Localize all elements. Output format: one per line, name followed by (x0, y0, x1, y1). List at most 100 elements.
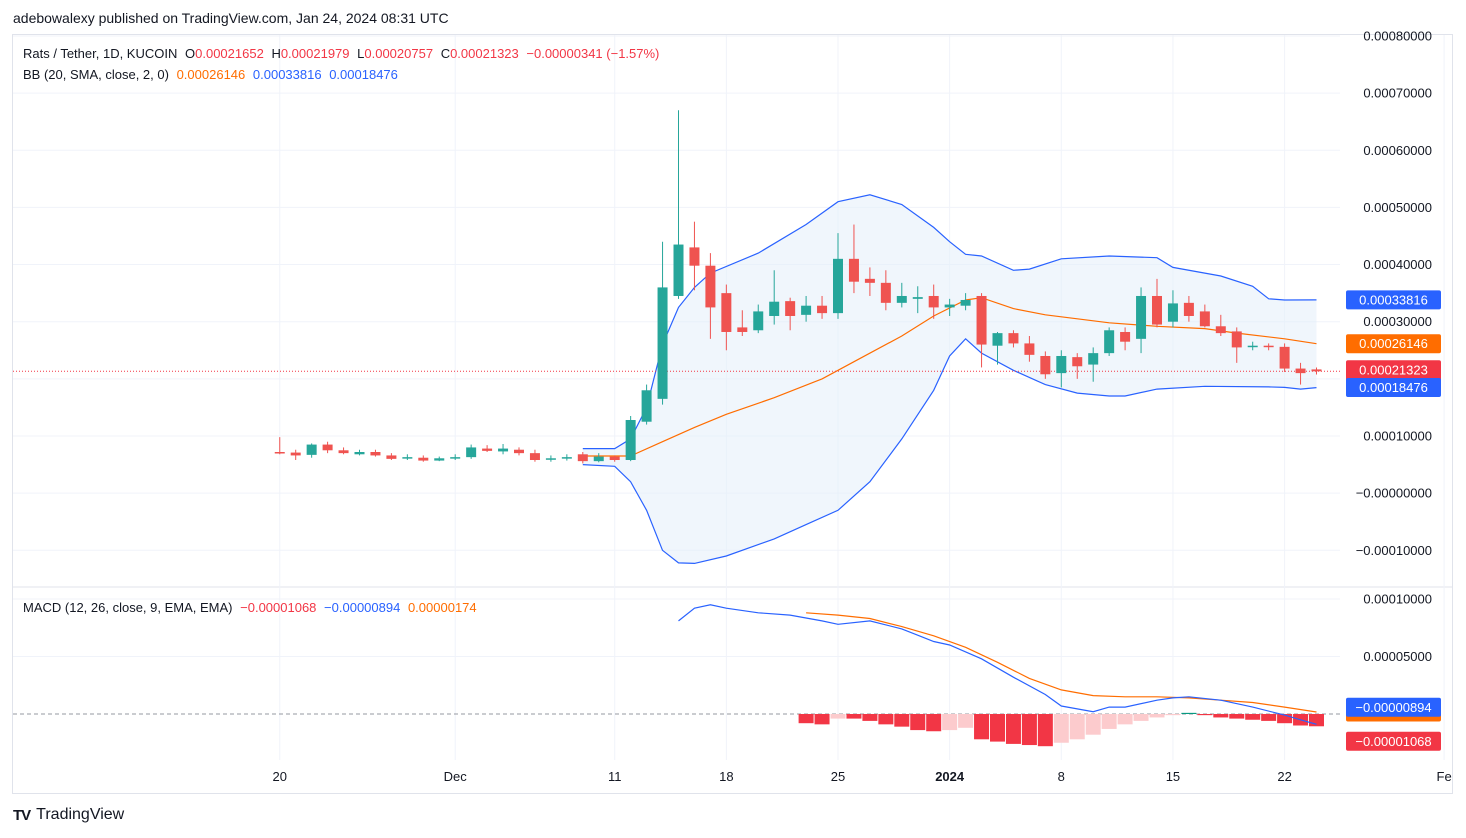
macd-signal-value: 0.00000174 (407, 600, 477, 615)
candle-body (1263, 345, 1274, 348)
close-label: C (440, 46, 451, 61)
candle-body (1152, 295, 1162, 325)
candle-body (386, 455, 397, 459)
x-tick-label: 22 (1277, 769, 1291, 784)
candle-body (1231, 331, 1242, 348)
x-tick-label: 15 (1166, 769, 1180, 784)
candle-body (322, 444, 333, 451)
price-axis-tag: 0.00033816 (1359, 292, 1428, 307)
price-axis-tag: 0.00021323 (1359, 362, 1428, 377)
macd-histogram-bar (1037, 714, 1053, 747)
macd-histogram-bar (958, 714, 974, 728)
macd-y-tick-label: 0.00010000 (1363, 592, 1432, 607)
symbol-legend[interactable]: Rats / Tether, 1D, KUCOIN O0.00021652 H0… (23, 46, 663, 61)
macd-line-value: −0.00000894 (324, 600, 401, 615)
macd-histogram-bar (798, 714, 814, 724)
y-tick-label: 0.00040000 (1363, 257, 1432, 272)
tradingview-logo-icon: TV (13, 806, 31, 824)
bb-upper-line (582, 194, 1317, 450)
macd-histogram-bar (862, 714, 878, 721)
price-axis-tag: 0.00018476 (1359, 380, 1428, 395)
macd-histogram-bar (1261, 714, 1277, 721)
y-tick-label: 0.00010000 (1363, 429, 1432, 444)
candle-body (848, 258, 859, 282)
x-tick-label: 11 (608, 769, 622, 784)
candle-body (1040, 355, 1051, 375)
macd-histogram-bar (1165, 714, 1181, 716)
symbol-title[interactable]: Rats / Tether, 1D, KUCOIN (23, 46, 178, 61)
macd-histogram-bar (926, 714, 942, 732)
macd-histogram-bar (1213, 714, 1229, 718)
bb-title[interactable]: BB (20, SMA, close, 2, 0) (23, 67, 169, 82)
high-label: H (271, 46, 281, 61)
candle-body (1295, 368, 1306, 374)
candle-body (960, 299, 971, 306)
candle-body (561, 457, 572, 459)
candle-body (1088, 353, 1099, 365)
low-value: 0.00020757 (364, 46, 434, 61)
price-axis-tag-bg (1346, 378, 1441, 398)
publisher-info: adebowalexy published on TradingView.com… (13, 10, 449, 26)
candle-body (1199, 311, 1210, 327)
macd-histogram-bar (1101, 714, 1117, 729)
candle-body (769, 301, 780, 316)
macd-line (678, 604, 1317, 725)
candle-body (1136, 295, 1147, 339)
candle-body (1247, 345, 1258, 348)
y-tick-label: 0.00060000 (1363, 143, 1432, 158)
bb-legend[interactable]: BB (20, SMA, close, 2, 0) 0.00026146 0.0… (23, 67, 402, 82)
candle-body (514, 449, 524, 454)
macd-histogram-bar (974, 714, 990, 740)
candle-body (609, 456, 620, 461)
macd-histogram-bar (814, 714, 830, 725)
candle-body (529, 453, 540, 461)
macd-histogram-bar (1085, 714, 1101, 735)
candle-body (1311, 369, 1322, 372)
y-tick-label: 0.00080000 (1363, 28, 1432, 43)
candle-body (450, 457, 461, 459)
macd-axis-tag: −0.00000894 (1355, 700, 1431, 715)
candle-body (577, 454, 588, 462)
candle-body (1072, 357, 1083, 367)
tradingview-footer[interactable]: TV TradingView (13, 806, 124, 824)
candle-body (418, 457, 429, 461)
macd-signal-line (806, 612, 1317, 713)
macd-title[interactable]: MACD (12, 26, close, 9, EMA, EMA) (23, 600, 233, 615)
x-tick-label: Fe (1437, 769, 1452, 784)
macd-legend[interactable]: MACD (12, 26, close, 9, EMA, EMA) −0.000… (23, 600, 481, 615)
macd-histogram-bar (1181, 712, 1197, 714)
x-tick-label: Dec (444, 769, 468, 784)
macd-histogram-bar (1309, 714, 1324, 727)
macd-histogram-bar (1277, 714, 1293, 724)
macd-histogram-bar (1069, 714, 1085, 740)
candle-body (641, 390, 652, 422)
candle-body (370, 452, 381, 456)
candle-body (657, 287, 668, 399)
macd-axis-tag: −0.00001068 (1355, 734, 1431, 749)
y-tick-label: −0.00000000 (1356, 486, 1432, 501)
candle-body (466, 447, 477, 458)
candle-body (801, 305, 812, 315)
candle-body (721, 293, 732, 332)
macd-axis-tag-bg (1346, 697, 1441, 717)
candle-body (737, 327, 748, 332)
macd-histogram-bar (1149, 714, 1165, 718)
candle-body (1215, 326, 1226, 334)
x-tick-label: 18 (719, 769, 733, 784)
macd-histogram-bar (1229, 714, 1245, 719)
price-axis-tag-bg (1346, 290, 1441, 310)
macd-y-tick-label: 0.00005000 (1363, 649, 1432, 664)
candle-body (402, 457, 413, 459)
candle-body (705, 265, 716, 308)
bb-lower-line (582, 337, 1317, 565)
y-tick-label: 0.00050000 (1363, 200, 1432, 215)
candle-body (1056, 355, 1067, 374)
bb-lower-value: 0.00018476 (329, 67, 398, 82)
price-axis-tag: 0.00026146 (1359, 336, 1428, 351)
x-tick-label: 8 (1058, 769, 1065, 784)
low-label: L (357, 46, 365, 61)
bb-fill (582, 194, 1317, 564)
macd-histogram-bar (1053, 714, 1069, 743)
candle-body (482, 448, 493, 451)
